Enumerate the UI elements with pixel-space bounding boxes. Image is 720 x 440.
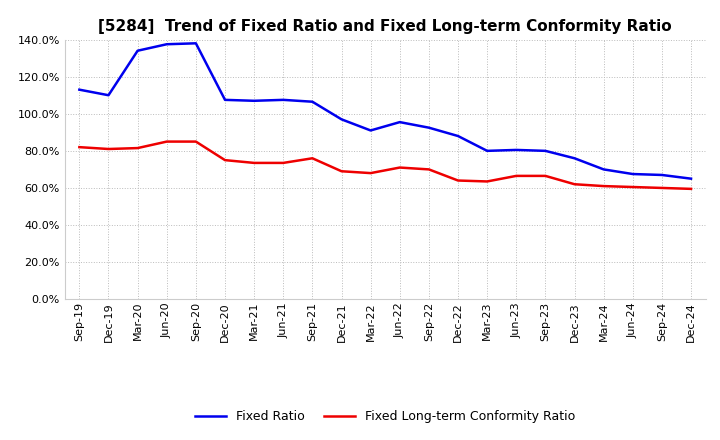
Fixed Long-term Conformity Ratio [483, 179, 492, 184]
Fixed Long-term Conformity Ratio [541, 173, 550, 179]
Fixed Long-term Conformity Ratio [75, 144, 84, 150]
Fixed Ratio [395, 120, 404, 125]
Fixed Long-term Conformity Ratio [657, 185, 666, 191]
Title: [5284]  Trend of Fixed Ratio and Fixed Long-term Conformity Ratio: [5284] Trend of Fixed Ratio and Fixed Lo… [99, 19, 672, 34]
Fixed Ratio [250, 98, 258, 103]
Fixed Long-term Conformity Ratio [366, 170, 375, 176]
Line: Fixed Long-term Conformity Ratio: Fixed Long-term Conformity Ratio [79, 142, 691, 189]
Legend: Fixed Ratio, Fixed Long-term Conformity Ratio: Fixed Ratio, Fixed Long-term Conformity … [190, 405, 580, 428]
Fixed Long-term Conformity Ratio [395, 165, 404, 170]
Fixed Ratio [279, 97, 287, 103]
Fixed Long-term Conformity Ratio [629, 184, 637, 190]
Fixed Ratio [308, 99, 317, 104]
Fixed Ratio [599, 167, 608, 172]
Fixed Ratio [104, 92, 113, 98]
Fixed Ratio [483, 148, 492, 154]
Fixed Ratio [570, 156, 579, 161]
Fixed Ratio [75, 87, 84, 92]
Fixed Ratio [425, 125, 433, 130]
Fixed Long-term Conformity Ratio [250, 160, 258, 165]
Fixed Long-term Conformity Ratio [337, 169, 346, 174]
Fixed Long-term Conformity Ratio [687, 186, 696, 191]
Fixed Long-term Conformity Ratio [220, 158, 229, 163]
Fixed Ratio [133, 48, 142, 53]
Fixed Long-term Conformity Ratio [570, 182, 579, 187]
Fixed Long-term Conformity Ratio [279, 160, 287, 165]
Fixed Ratio [454, 133, 462, 139]
Fixed Long-term Conformity Ratio [133, 146, 142, 151]
Fixed Long-term Conformity Ratio [163, 139, 171, 144]
Fixed Ratio [192, 40, 200, 46]
Fixed Long-term Conformity Ratio [425, 167, 433, 172]
Fixed Long-term Conformity Ratio [308, 156, 317, 161]
Fixed Ratio [163, 42, 171, 47]
Fixed Long-term Conformity Ratio [599, 183, 608, 189]
Fixed Long-term Conformity Ratio [192, 139, 200, 144]
Line: Fixed Ratio: Fixed Ratio [79, 43, 691, 179]
Fixed Ratio [657, 172, 666, 178]
Fixed Ratio [220, 97, 229, 103]
Fixed Ratio [337, 117, 346, 122]
Fixed Ratio [541, 148, 550, 154]
Fixed Long-term Conformity Ratio [104, 147, 113, 152]
Fixed Ratio [629, 172, 637, 177]
Fixed Ratio [687, 176, 696, 181]
Fixed Ratio [512, 147, 521, 153]
Fixed Long-term Conformity Ratio [512, 173, 521, 179]
Fixed Ratio [366, 128, 375, 133]
Fixed Long-term Conformity Ratio [454, 178, 462, 183]
